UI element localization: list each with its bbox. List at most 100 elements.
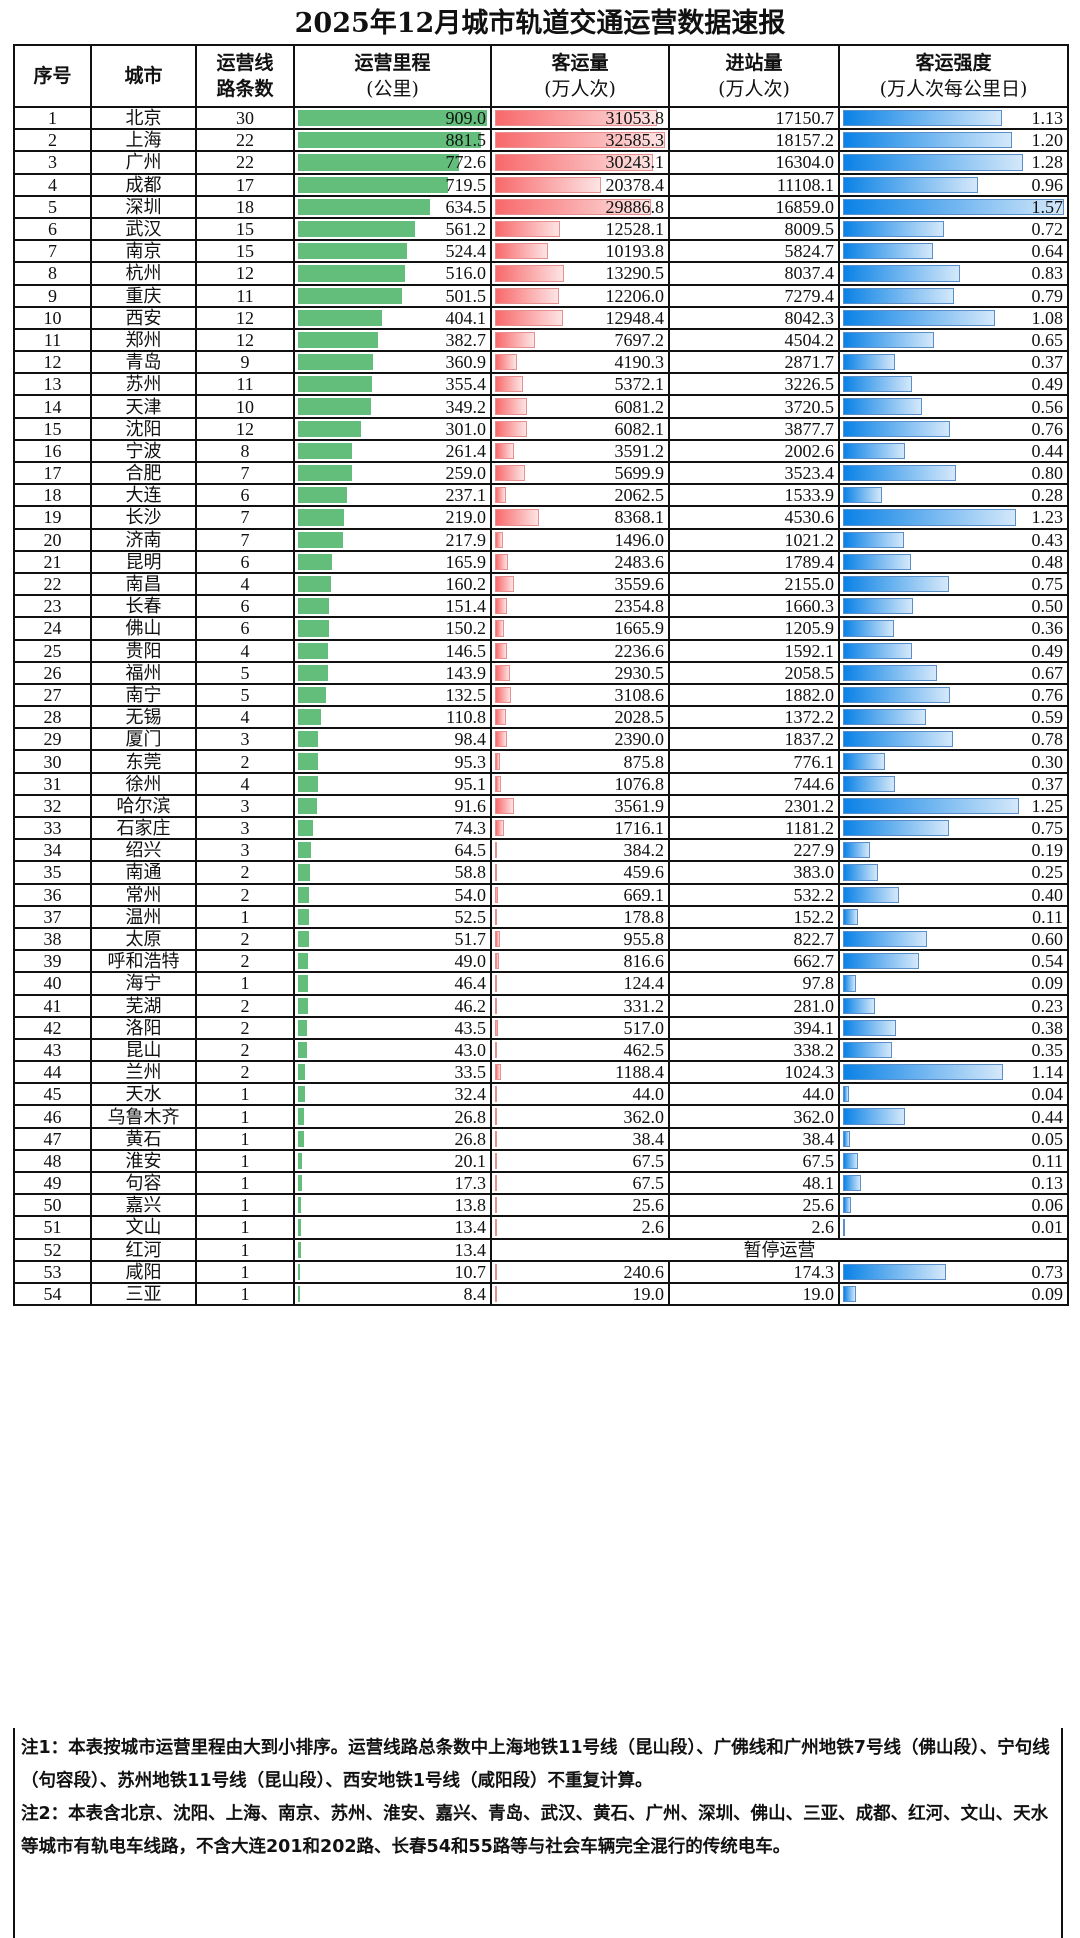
cell-ridership: 12206.0 [490,283,670,308]
cell-length: 13.4 [293,1237,492,1262]
cell-ridership-databar [495,1064,502,1081]
cell-length-databar [298,176,448,193]
cell-intensity-databar [843,509,1017,526]
cell-intensity-databar [843,709,927,726]
cell-intensity: 0.96 [838,172,1069,197]
cell-length-value: 51.7 [454,929,487,950]
cell-length-value: 95.1 [454,773,487,794]
cell-entries: 1837.2 [668,727,840,752]
cell-ridership-databar [495,930,500,948]
cell-length: 64.5 [293,838,492,863]
cell-entries: 152.2 [668,904,840,929]
cell-length: 561.2 [293,216,492,242]
cell-lines: 1 [195,971,295,996]
cell-index: 9 [13,283,92,308]
cell-length: 51.7 [293,926,492,952]
cell-intensity-databar [843,309,996,326]
cell-ridership-databar [495,620,504,637]
cell-lines: 2 [195,1037,295,1063]
cell-length-value: 909.0 [445,108,487,129]
cell-intensity: 0.06 [838,1193,1069,1218]
cell-ridership-databar [495,575,514,593]
cell-length: 219.0 [293,505,492,530]
cell-length-value: 382.7 [445,329,487,350]
cell-ridership-value: 67.5 [632,1173,665,1194]
cell-lines: 3 [195,727,295,752]
table-row: 14 天津 10 349.2 6081.2 3720.5 0.56 [13,394,1069,419]
cell-entries: 227.9 [668,838,840,863]
cell-ridership: 462.5 [490,1037,670,1063]
cell-intensity-value: 0.09 [1031,973,1064,994]
cell-length: 160.2 [293,571,492,597]
table-row: 28 无锡 4 110.8 2028.5 1372.2 0.59 [13,705,1069,730]
table-row: 49 句容 1 17.3 67.5 48.1 0.13 [13,1170,1069,1196]
cell-entries: 1024.3 [668,1060,840,1085]
cell-length-value: 261.4 [445,440,487,461]
cell-intensity-databar [843,243,934,260]
cell-ridership-value: 955.8 [623,929,665,950]
cell-intensity-databar [843,420,950,437]
cell-ridership-databar [495,598,508,615]
cell-ridership-databar [495,132,665,149]
cell-length-value: 634.5 [445,196,487,217]
cell-lines: 1 [195,1259,295,1284]
cell-city: 苏州 [90,372,197,397]
table-row: 2 上海 22 881.5 32585.3 18157.2 1.20 [13,128,1069,153]
table-row: 23 长春 6 151.4 2354.8 1660.3 0.50 [13,594,1069,619]
table-row: 18 大连 6 237.1 2062.5 1533.9 0.28 [13,483,1069,508]
cell-lines: 1 [195,1193,295,1218]
cell-lines: 2 [195,860,295,885]
cell-entries: 2155.0 [668,571,840,597]
cell-length-value: 58.8 [454,862,487,883]
cell-index: 26 [13,660,92,685]
table-row: 32 哈尔滨 3 91.6 3561.9 2301.2 1.25 [13,793,1069,819]
cell-ridership-databar [495,775,501,792]
cell-entries: 1533.9 [668,483,840,508]
cell-length-value: 349.2 [445,396,487,417]
cell-entries: 744.6 [668,771,840,796]
cell-ridership: 12528.1 [490,216,670,242]
cell-lines: 1 [195,904,295,929]
cell-intensity-value: 0.35 [1031,1039,1064,1060]
cell-length: 349.2 [293,394,492,419]
table-row: 30 东莞 2 95.3 875.8 776.1 0.30 [13,749,1069,774]
cell-lines: 6 [195,616,295,641]
cell-city: 哈尔滨 [90,793,197,819]
cell-length: 91.6 [293,793,492,819]
table-row: 38 太原 2 51.7 955.8 822.7 0.60 [13,926,1069,952]
cell-length-value: 561.2 [445,219,487,240]
cell-ridership-value: 1496.0 [614,529,665,550]
cell-entries: 4504.2 [668,327,840,353]
cell-ridership-databar [495,154,653,171]
cell-city: 长沙 [90,505,197,530]
cell-entries: 2.6 [668,1215,840,1240]
cell-lines: 10 [195,394,295,419]
cell-intensity-databar [843,953,919,970]
cell-ridership: 29886.8 [490,194,670,219]
cell-city: 海宁 [90,971,197,996]
cell-length: 54.0 [293,882,492,907]
cell-ridership: 19.0 [490,1281,670,1307]
cell-ridership: 4190.3 [490,350,670,375]
cell-lines: 1 [195,1170,295,1196]
cell-ridership: 7697.2 [490,327,670,353]
cell-intensity: 0.64 [838,239,1069,264]
cell-intensity-databar [843,820,949,837]
cell-city: 西安 [90,305,197,330]
cell-lines: 5 [195,660,295,685]
cell-entries: 338.2 [668,1037,840,1063]
cell-index: 47 [13,1126,92,1151]
cell-length-value: 13.4 [454,1239,487,1260]
cell-intensity: 0.36 [838,616,1069,641]
cell-length: 43.0 [293,1037,492,1063]
cell-ridership-databar [495,531,503,548]
cell-intensity: 0.23 [838,993,1069,1018]
cell-index: 10 [13,305,92,330]
cell-intensity-value: 0.75 [1031,574,1064,595]
cell-intensity-value: 0.72 [1031,219,1064,240]
cell-intensity-databar [843,398,922,415]
cell-length: 26.8 [293,1126,492,1151]
cell-length-databar [298,953,309,970]
cell-city: 宁波 [90,438,197,464]
table-row: 25 贵阳 4 146.5 2236.6 1592.1 0.49 [13,638,1069,663]
